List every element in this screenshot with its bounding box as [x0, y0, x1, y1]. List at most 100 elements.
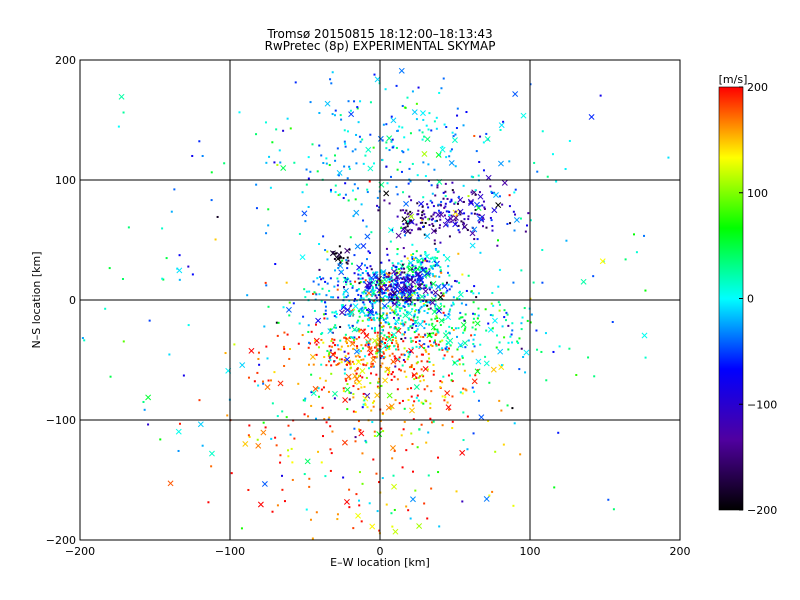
data-point-721 — [395, 310, 398, 313]
data-point-2175 — [329, 359, 332, 362]
data-point-2272 — [553, 486, 556, 489]
data-point-1676 — [454, 210, 457, 213]
data-point-42 — [370, 327, 373, 330]
data-point-572 — [470, 334, 473, 337]
data-point-430 — [378, 529, 381, 532]
data-point-1264 — [430, 286, 433, 289]
data-point-1144 — [414, 285, 417, 288]
data-point-2124 — [127, 226, 130, 229]
data-point-626 — [445, 345, 448, 348]
data-point-1381 — [404, 300, 407, 303]
data-point-1714 — [422, 209, 425, 212]
data-point-876 — [335, 316, 338, 319]
data-point-99 — [315, 353, 318, 356]
data-point-460 — [247, 488, 250, 491]
data-point-1520 — [394, 287, 397, 290]
data-point-247 — [382, 337, 385, 340]
data-point-1814 — [484, 136, 491, 143]
data-point-503 — [331, 338, 334, 341]
data-point-506 — [391, 525, 394, 528]
data-point-1547 — [457, 224, 460, 227]
data-point-642 — [442, 294, 445, 297]
data-point-363 — [425, 441, 428, 444]
data-point-888 — [384, 321, 387, 324]
data-point-795 — [380, 340, 383, 343]
data-point-1436 — [391, 268, 398, 275]
data-point-1834 — [416, 174, 419, 177]
data-point-195 — [370, 357, 377, 363]
data-point-624 — [373, 319, 376, 322]
data-point-82 — [373, 346, 376, 349]
data-point-2226 — [430, 280, 437, 287]
data-point-784 — [452, 303, 455, 306]
data-point-698 — [333, 326, 336, 329]
data-point-2019 — [359, 100, 362, 103]
data-point-792 — [383, 282, 386, 285]
data-point-560 — [354, 410, 357, 413]
data-point-2290 — [462, 439, 465, 442]
data-point-217 — [458, 363, 461, 366]
data-point-1063 — [444, 255, 451, 262]
data-point-277 — [430, 390, 433, 393]
data-point-1038 — [472, 301, 475, 304]
data-point-697 — [403, 354, 406, 357]
data-point-1790 — [309, 101, 312, 104]
data-point-825 — [434, 307, 437, 310]
data-point-1681 — [432, 224, 435, 227]
data-point-1752 — [369, 101, 372, 104]
data-point-1273 — [436, 262, 439, 265]
data-point-782 — [326, 317, 329, 320]
data-point-2011 — [524, 371, 527, 374]
data-point-416 — [253, 380, 256, 383]
data-point-1260 — [442, 292, 445, 295]
data-point-958 — [392, 336, 395, 339]
data-point-1670 — [451, 189, 454, 192]
data-point-1640 — [433, 242, 436, 245]
data-point-932 — [437, 331, 440, 334]
data-point-375 — [364, 392, 371, 399]
data-point-923 — [498, 303, 501, 306]
data-point-789 — [387, 323, 390, 326]
data-point-570 — [419, 380, 422, 383]
data-point-1347 — [417, 294, 420, 297]
data-point-284 — [293, 437, 296, 440]
data-point-756 — [384, 317, 387, 320]
data-point-1399 — [422, 299, 425, 302]
data-point-2042 — [461, 500, 464, 503]
data-point-2122 — [376, 431, 383, 438]
data-point-470 — [355, 512, 362, 519]
data-point-14 — [368, 346, 371, 349]
data-point-551 — [348, 398, 351, 401]
data-point-288 — [307, 415, 310, 418]
data-point-1472 — [404, 284, 407, 287]
data-point-731 — [351, 324, 354, 327]
data-point-229 — [286, 333, 289, 336]
data-point-2049 — [371, 421, 374, 424]
data-point-857 — [369, 316, 372, 319]
data-point-1760 — [346, 130, 349, 133]
data-point-65 — [313, 337, 320, 344]
data-point-1093 — [428, 260, 431, 263]
data-point-744 — [472, 292, 475, 295]
data-point-981 — [463, 319, 466, 322]
data-point-103 — [345, 373, 352, 380]
data-point-1795 — [289, 127, 292, 130]
data-point-668 — [460, 321, 467, 328]
data-point-1013 — [532, 281, 535, 284]
data-point-711 — [426, 301, 429, 304]
data-point-1980 — [341, 259, 344, 262]
data-point-1644 — [450, 220, 453, 223]
data-point-874 — [389, 306, 392, 309]
data-point-1807 — [401, 150, 404, 153]
data-point-1477 — [395, 283, 398, 286]
data-point-90 — [388, 368, 391, 371]
data-point-424 — [359, 429, 362, 432]
data-point-485 — [329, 425, 332, 428]
data-point-838 — [347, 313, 350, 316]
data-point-2133 — [395, 146, 398, 149]
data-point-1022 — [445, 314, 452, 321]
data-point-2079 — [261, 480, 268, 487]
data-point-2107 — [122, 340, 125, 343]
data-point-1961 — [340, 256, 343, 259]
data-point-993 — [516, 340, 519, 343]
